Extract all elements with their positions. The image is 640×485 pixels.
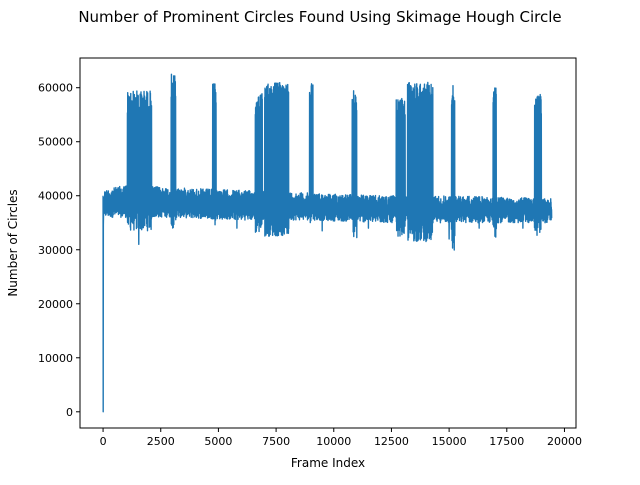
y-tick-label: 10000 bbox=[38, 352, 73, 365]
chart-title: Number of Prominent Circles Found Using … bbox=[78, 8, 561, 26]
x-tick-label: 12500 bbox=[374, 435, 409, 448]
plot-area bbox=[102, 73, 553, 413]
x-tick-label: 5000 bbox=[204, 435, 232, 448]
x-tick-label: 0 bbox=[100, 435, 107, 448]
x-axis-label: Frame Index bbox=[291, 456, 365, 470]
y-tick-label: 30000 bbox=[38, 244, 73, 257]
x-axis-ticks: 0 2500 5000 7500 10000 12500 15000 17500 20000 bbox=[100, 428, 582, 448]
y-tick-label: 0 bbox=[66, 406, 73, 419]
x-tick-label: 20000 bbox=[547, 435, 582, 448]
x-tick-label: 2500 bbox=[147, 435, 175, 448]
y-axis-label: Number of Circles bbox=[6, 189, 20, 296]
x-tick-label: 17500 bbox=[489, 435, 524, 448]
series-line bbox=[102, 73, 553, 413]
x-tick-label: 7500 bbox=[262, 435, 290, 448]
y-tick-label: 60000 bbox=[38, 82, 73, 95]
y-tick-label: 50000 bbox=[38, 136, 73, 149]
x-tick-label: 15000 bbox=[432, 435, 467, 448]
x-tick-label: 10000 bbox=[316, 435, 351, 448]
y-tick-label: 40000 bbox=[38, 190, 73, 203]
y-tick-label: 20000 bbox=[38, 298, 73, 311]
axes-frame bbox=[79, 57, 577, 429]
y-axis-ticks: 0 10000 20000 30000 40000 50000 60000 bbox=[38, 82, 80, 419]
